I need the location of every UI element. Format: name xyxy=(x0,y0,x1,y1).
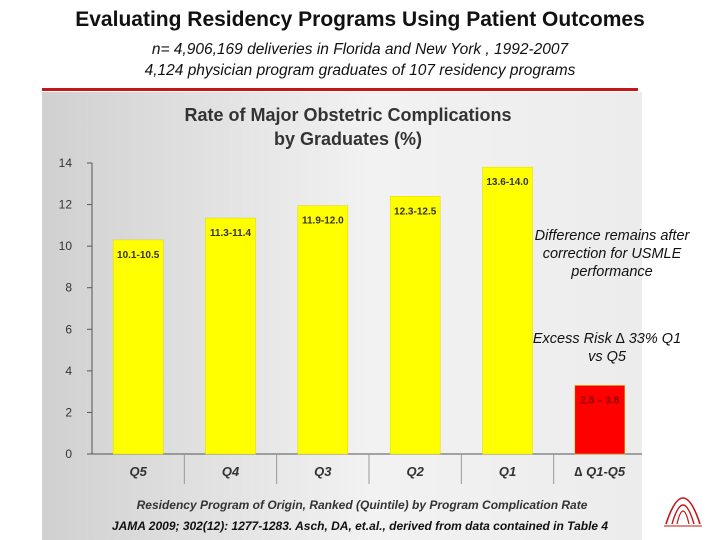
citation: JAMA 2009; 302(12): 1277-1283. Asch, DA,… xyxy=(111,519,609,533)
y-tick-label: 4 xyxy=(65,364,72,378)
arch-logo-icon xyxy=(664,497,702,527)
data-label: 12.3-12.5 xyxy=(394,206,437,217)
slide-title: Evaluating Residency Programs Using Pati… xyxy=(75,8,645,31)
data-label: 2.8 – 3.8 xyxy=(580,395,619,406)
y-tick-label: 8 xyxy=(65,281,72,295)
x-tick-label: Q4 xyxy=(222,464,240,479)
bar xyxy=(574,385,626,455)
data-label: 11.9-12.0 xyxy=(302,216,344,227)
note-difference: Difference remains after correction for … xyxy=(534,228,690,280)
bar-chart: Rate of Major Obstetric Complications by… xyxy=(59,105,642,512)
x-tick-label: Q1 xyxy=(499,464,516,479)
x-tick-label: Q5 xyxy=(129,464,147,479)
bar xyxy=(205,217,256,455)
x-tick-label: ∆ Q1-Q5 xyxy=(575,464,626,479)
y-tick-label: 14 xyxy=(59,156,73,170)
note-excess-risk: Excess Risk ∆ 33% Q1 vs Q5 xyxy=(532,331,682,365)
y-tick-label: 6 xyxy=(65,322,72,336)
accent-rule xyxy=(42,88,638,91)
y-tick-label: 10 xyxy=(59,239,73,253)
data-label: 11.3-11.4 xyxy=(210,228,252,239)
bar xyxy=(482,166,533,455)
bar xyxy=(297,205,349,455)
bar xyxy=(389,196,441,455)
data-label: 10.1-10.5 xyxy=(117,250,160,261)
x-tick-label: Q3 xyxy=(314,464,332,479)
chart-title-line-2: by Graduates (%) xyxy=(274,129,422,149)
subtitle-line-1: n= 4,906,169 deliveries in Florida and N… xyxy=(151,41,569,58)
x-tick-label: Q2 xyxy=(406,464,424,479)
y-tick-label: 12 xyxy=(59,198,73,212)
chart-panel: Rate of Major Obstetric Complications by… xyxy=(42,92,642,540)
y-tick-label: 0 xyxy=(65,447,72,461)
data-label: 13.6-14.0 xyxy=(486,177,529,188)
plot-area: 0 2 4 6 8 10 12 14 10.1-10.5 Q5 11.3-11.4 Q4 11.9-12… xyxy=(59,156,642,484)
bar xyxy=(112,239,164,455)
y-tick-label: 2 xyxy=(65,405,72,419)
subtitle-line-2: 4,124 physician program graduates of 107… xyxy=(144,62,576,79)
chart-title-line-1: Rate of Major Obstetric Complications xyxy=(184,105,511,125)
x-axis-title: Residency Program of Origin, Ranked (Qui… xyxy=(137,498,588,512)
